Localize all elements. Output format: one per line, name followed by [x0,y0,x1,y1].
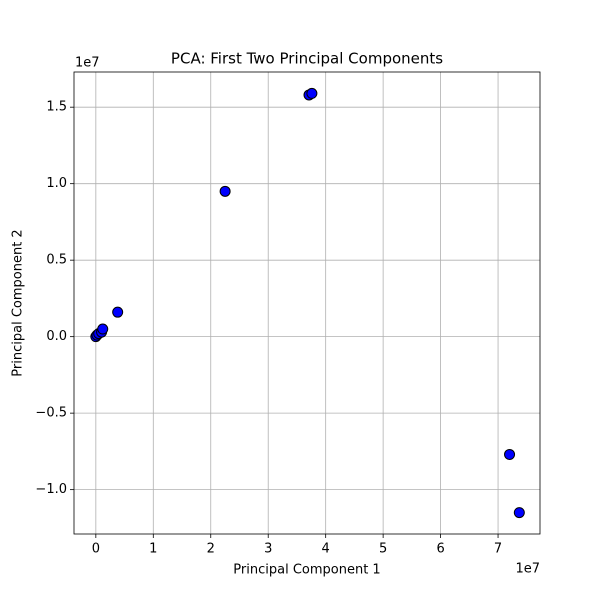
x-tick-label: 7 [494,542,502,557]
y-tick-label: 0.0 [46,329,67,344]
x-tick-label: 0 [92,542,100,557]
point [97,323,109,335]
y-tick-label: −0.5 [35,406,67,421]
x-tick-label: 4 [322,542,330,557]
y-offset-label: 1e7 [75,56,100,71]
y-tick-label: 1.0 [46,176,67,191]
y-tick-label: 0.5 [46,253,67,268]
y-tick-label: 1.5 [46,100,67,115]
x-offset-label: 1e7 [515,562,540,577]
point [306,87,318,99]
plot-frame [73,71,541,535]
x-tick-label: 3 [264,542,272,557]
point [504,448,516,460]
point [219,185,231,197]
x-axis-label: Principal Component 1 [233,563,380,578]
x-tick-label: 2 [207,542,215,557]
x-tick-label: 6 [436,542,444,557]
point [112,306,124,318]
y-tick-label: −1.0 [35,482,67,497]
chart-title: PCA: First Two Principal Components [171,50,443,68]
x-tick-label: 1 [149,542,157,557]
x-tick-label: 5 [379,542,387,557]
y-axis-label: Principal Component 2 [11,229,26,376]
point [513,507,525,519]
